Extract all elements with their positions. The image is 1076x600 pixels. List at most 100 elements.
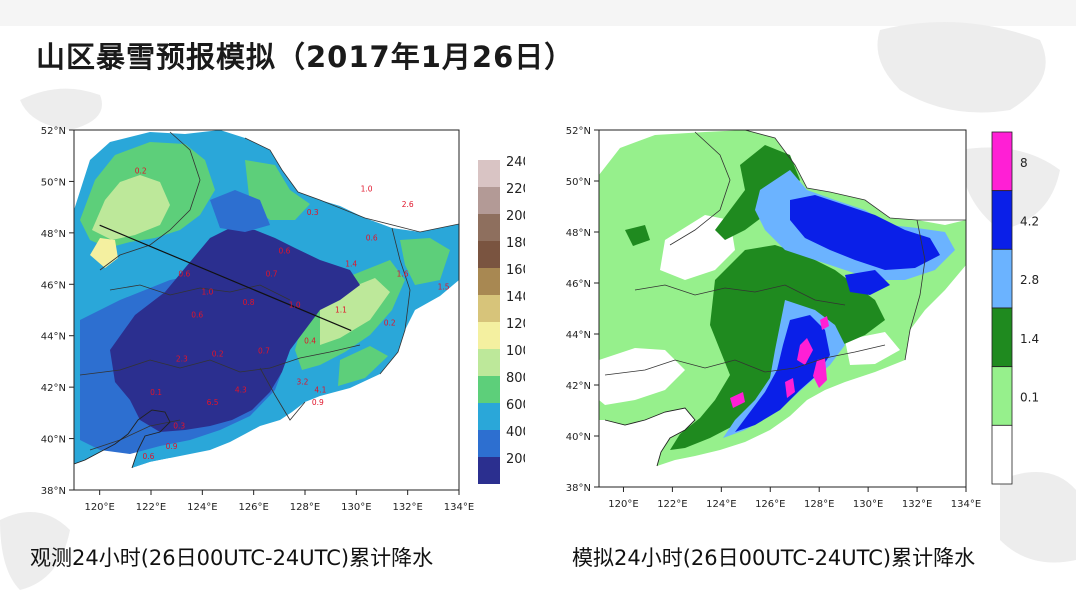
colorbar-label: 2.8 — [1020, 273, 1039, 287]
sim-x-tick-label: 122°E — [657, 499, 687, 510]
sim-y-tick-label: 46°N — [566, 279, 591, 290]
station-value: 6.5 — [207, 398, 219, 407]
elevation-colorbar: 2400 2200 2000 1800 1600 1400 1200 1000 800 600 40… — [478, 155, 525, 484]
station-value: 0.7 — [258, 347, 270, 356]
boundary-lines — [604, 130, 966, 376]
obs-x-tick-label: 128°E — [290, 502, 320, 513]
boundary-lines — [79, 131, 459, 451]
sim-y-tick-label: 48°N — [566, 228, 591, 239]
colorbar-swatch — [478, 214, 500, 241]
station-value: 2.6 — [402, 200, 414, 209]
colorbar-label: 2000 — [506, 209, 525, 224]
sim-x-tick-label: 134°E — [951, 499, 981, 510]
colorbar-label: 200 — [506, 452, 525, 467]
colorbar-label: 8 — [1020, 156, 1028, 170]
station-value: 1.5 — [438, 282, 450, 291]
obs-y-tick-label: 40°N — [41, 435, 66, 446]
colorbar-swatch — [478, 187, 500, 214]
obs-x-tick-label: 120°E — [84, 502, 114, 513]
colorbar-label: 600 — [506, 398, 525, 413]
colorbar-swatch — [478, 430, 500, 457]
station-value: 0.4 — [304, 336, 316, 345]
obs-y-tick-label: 48°N — [41, 229, 66, 240]
station-value: 4.3 — [235, 385, 247, 394]
obs-y-tick-label: 38°N — [41, 486, 66, 497]
station-value: 4.1 — [314, 385, 326, 394]
colorbar-swatch — [991, 366, 1013, 426]
axis-ticks: 120°E 122°E 124°E 126°E 128°E 130°E 132°E 134°E… — [41, 126, 474, 513]
station-value: 1.4 — [345, 259, 357, 268]
colorbar-swatch — [991, 248, 1013, 309]
colorbar-swatch — [991, 424, 1013, 485]
station-value: 0.6 — [178, 270, 190, 279]
colorbar-label: 4.2 — [1020, 214, 1039, 228]
colorbar-swatch — [991, 307, 1013, 368]
obs-x-tick-label: 130°E — [341, 502, 371, 513]
simulated-caption: 模拟24小时(26日00UTC-24UTC)累计降水 — [572, 546, 976, 570]
station-values: 0.2 1.0 2.6 0.3 0.6 0.6 1.4 1.6 1.5 0.7 0.8 1.0 0.6 0… — [135, 167, 450, 461]
station-value: 1.0 — [201, 288, 213, 297]
station-value: 0.6 — [191, 311, 203, 320]
station-value: 0.6 — [142, 452, 154, 461]
sim-x-tick-label: 124°E — [706, 499, 736, 510]
obs-x-tick-label: 124°E — [187, 502, 217, 513]
colorbar-label: 1400 — [506, 290, 525, 305]
colorbar-swatch — [478, 322, 500, 349]
obs-x-tick-label: 134°E — [444, 502, 474, 513]
colorbar-label: 0.1 — [1020, 390, 1039, 404]
precip-colorbar: 8 4.2 2.8 1.4 0.1 — [991, 131, 1039, 485]
colorbar-label: 2400 — [506, 155, 525, 170]
station-value: 0.8 — [243, 298, 255, 307]
station-value: 1.0 — [289, 300, 301, 309]
observed-caption: 观测24小时(26日00UTC-24UTC)累计降水 — [30, 546, 434, 570]
colorbar-swatch — [478, 349, 500, 376]
observed-precip-chart: 0.2 1.0 2.6 0.3 0.6 0.6 1.4 1.6 1.5 0.7 0.8 1.0 0.6 0… — [41, 126, 525, 513]
obs-y-tick-label: 50°N — [41, 177, 66, 188]
slide-title: 山区暴雪预报模拟（2017年1月26日） — [36, 40, 575, 74]
station-value: 0.2 — [212, 349, 224, 358]
sim-x-tick-label: 130°E — [853, 499, 883, 510]
station-value: 1.6 — [397, 270, 409, 279]
colorbar-swatch — [478, 268, 500, 295]
sim-y-tick-label: 40°N — [566, 432, 591, 443]
obs-y-tick-label: 52°N — [41, 126, 66, 137]
sim-x-tick-label: 128°E — [804, 499, 834, 510]
colorbar-label: 1000 — [506, 344, 525, 359]
station-value: 0.3 — [307, 208, 319, 217]
station-value: 0.2 — [384, 318, 396, 327]
sim-y-tick-label: 50°N — [566, 177, 591, 188]
obs-y-tick-label: 42°N — [41, 383, 66, 394]
sim-x-tick-label: 126°E — [755, 499, 785, 510]
colorbar-label: 1.4 — [1020, 332, 1039, 346]
precip-field — [599, 130, 966, 487]
station-value: 3.2 — [296, 378, 308, 387]
sim-x-tick-label: 132°E — [902, 499, 932, 510]
colorbar-label: 2200 — [506, 182, 525, 197]
colorbar-label: 800 — [506, 371, 525, 386]
sim-y-tick-label: 38°N — [566, 483, 591, 494]
colorbar-label: 1200 — [506, 317, 525, 332]
colorbar-swatch — [478, 160, 500, 187]
obs-x-tick-label: 126°E — [238, 502, 268, 513]
elevation-field — [74, 130, 459, 490]
colorbar-label: 1600 — [506, 263, 525, 278]
sim-y-tick-label: 52°N — [566, 126, 591, 137]
station-value: 1.0 — [361, 185, 373, 194]
station-value: 0.9 — [312, 398, 324, 407]
colorbar-swatch — [478, 403, 500, 430]
station-value: 0.6 — [366, 234, 378, 243]
colorbar-label: 1800 — [506, 236, 525, 251]
obs-y-tick-label: 44°N — [41, 332, 66, 343]
station-value: 2.3 — [176, 354, 188, 363]
colorbar-swatch — [478, 457, 500, 484]
station-value: 0.7 — [266, 270, 278, 279]
colorbar-label: 400 — [506, 425, 525, 440]
sim-x-tick-label: 120°E — [608, 499, 638, 510]
station-value: 1.1 — [335, 306, 347, 315]
colorbar-swatch — [478, 295, 500, 322]
axis-ticks: 120°E 122°E 124°E 126°E 128°E 130°E 132°E 134°E… — [566, 126, 981, 510]
colorbar-swatch — [478, 241, 500, 268]
station-value: 0.1 — [150, 388, 162, 397]
sim-y-tick-label: 42°N — [566, 381, 591, 392]
